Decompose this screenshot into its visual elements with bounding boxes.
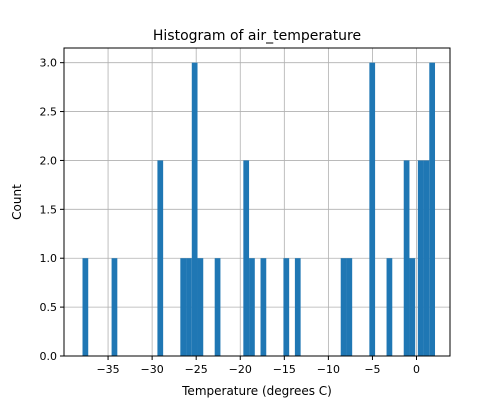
x-axis-ticks: −35 −30 −25 −20 −15 −10 −5 0	[96, 356, 420, 376]
x-tick-label: −30	[141, 363, 164, 376]
y-axis-ticks: 0.0 0.5 1.0 1.5 2.0 2.5 3.0	[40, 57, 64, 363]
histogram-bar	[386, 258, 393, 356]
histogram-bar	[346, 258, 353, 356]
histogram-bar	[214, 258, 221, 356]
histogram-bar	[249, 258, 255, 356]
histogram-bar	[260, 258, 267, 356]
x-tick-label: −5	[364, 363, 380, 376]
plot-frame	[63, 47, 451, 357]
histogram-bar	[417, 160, 424, 356]
histogram-bar	[180, 258, 187, 356]
x-tick-label: −10	[317, 363, 340, 376]
y-tick-label: 3.0	[40, 57, 58, 70]
histogram-bar	[111, 258, 118, 356]
y-tick-label: 1.0	[40, 252, 58, 265]
histogram-bar	[340, 258, 347, 356]
x-tick-label: −35	[96, 363, 119, 376]
histogram-bar	[82, 258, 89, 356]
histogram-bar	[403, 160, 410, 356]
histogram-bar	[283, 258, 290, 356]
y-tick-label: 0.5	[40, 301, 58, 314]
histogram-bar	[369, 62, 376, 357]
histogram-bar	[294, 258, 301, 356]
x-tick-label: −20	[229, 363, 252, 376]
histogram-bar	[197, 258, 204, 356]
histogram-bar	[157, 160, 164, 356]
histogram-bar	[423, 160, 430, 356]
x-tick-label: −15	[273, 363, 296, 376]
y-tick-label: 2.5	[40, 106, 58, 119]
histogram-bars	[82, 62, 436, 357]
y-tick-label: 0.0	[40, 350, 58, 363]
histogram-bar	[409, 258, 416, 356]
histogram-bar	[186, 258, 192, 356]
x-axis-label: Temperature (degrees C)	[181, 384, 332, 398]
histogram-bar	[243, 160, 250, 356]
histogram-bar	[191, 62, 198, 357]
chart-title: Histogram of air_temperature	[153, 28, 361, 44]
x-tick-label: −25	[185, 363, 208, 376]
y-axis-label: Count	[10, 184, 24, 220]
grid-lines	[64, 48, 450, 357]
y-tick-label: 2.0	[40, 154, 58, 167]
histogram-bar	[429, 62, 436, 357]
x-tick-label: 0	[413, 363, 420, 376]
y-tick-label: 1.5	[40, 203, 58, 216]
